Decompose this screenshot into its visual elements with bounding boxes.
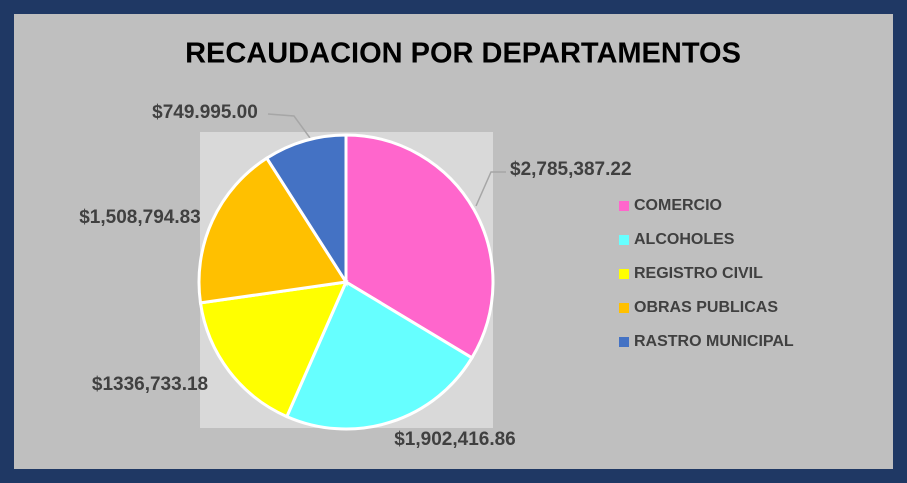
legend-label: REGISTRO CIVIL	[634, 265, 763, 282]
chart-title: RECAUDACION POR DEPARTAMENTOS	[185, 38, 741, 70]
legend-swatch	[619, 337, 629, 347]
legend-label: RASTRO MUNICIPAL	[634, 333, 794, 350]
pie-slice	[344, 133, 495, 360]
legend-label: COMERCIO	[634, 197, 722, 214]
legend-swatch	[619, 303, 629, 313]
data-label: $1336,733.18	[92, 374, 208, 395]
data-label: $1,508,794.83	[79, 207, 201, 228]
legend-swatch	[619, 235, 629, 245]
pie-slice	[264, 133, 348, 288]
data-label: $749.995.00	[152, 102, 258, 123]
data-label: $1,902,416.86	[394, 429, 516, 450]
legend-label: ALCOHOLES	[634, 231, 735, 248]
legend-swatch	[619, 201, 629, 211]
leader-line	[267, 113, 311, 139]
pie-slice	[284, 279, 474, 431]
pie-slice	[197, 156, 349, 305]
data-label: $2,785,387.22	[510, 159, 632, 180]
pie-slice	[198, 280, 349, 419]
legend-label: OBRAS PUBLICAS	[634, 299, 778, 316]
leader-line	[475, 171, 506, 207]
legend-swatch	[619, 269, 629, 279]
